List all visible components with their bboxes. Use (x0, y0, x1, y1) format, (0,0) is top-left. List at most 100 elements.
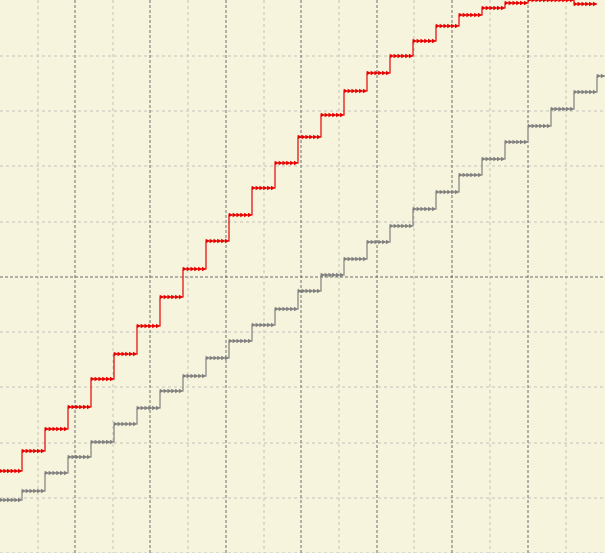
series-2-point (474, 172, 479, 178)
series-2-point (270, 322, 276, 328)
series-1-point (232, 212, 237, 218)
series-layer (0, 0, 605, 503)
series-2-point (543, 123, 548, 129)
series-1-point (320, 112, 326, 118)
series-2-point (328, 272, 333, 278)
series-2-point (516, 139, 521, 145)
series-1-point (546, 0, 552, 3)
series-2-point (401, 223, 406, 229)
series-2-point (435, 189, 441, 195)
series-1-point (569, 0, 575, 3)
series-2-point (40, 488, 46, 494)
series-2-point (102, 439, 107, 445)
series-1-point (10, 468, 15, 474)
series-1-point (374, 70, 379, 76)
series-2-point (581, 89, 586, 95)
series-2-point (293, 306, 299, 312)
series-1-point (224, 238, 230, 244)
series-1-point (293, 160, 299, 166)
series-2-point (221, 355, 226, 361)
series-2-point (232, 338, 237, 344)
series-1-point (359, 88, 364, 94)
series-1-point (75, 404, 80, 410)
series-1-point (481, 5, 487, 11)
series-2-point (75, 454, 80, 460)
series-1-point (33, 448, 38, 454)
series-1-point (339, 112, 345, 118)
series-1-point (497, 5, 502, 11)
series-1-point (37, 448, 42, 454)
series-2-point (527, 123, 533, 129)
series-2-point (136, 405, 142, 411)
series-1-point (247, 212, 253, 218)
series-1-point (18, 468, 23, 474)
series-2-point (274, 306, 280, 312)
series-1-point (435, 23, 441, 29)
series-1-point (129, 351, 134, 357)
series-1-point (332, 112, 337, 118)
series-1-point (589, 1, 594, 7)
series-2-point (412, 206, 418, 212)
series-2-point (163, 388, 168, 394)
series-2-point (405, 223, 410, 229)
series-1-point (316, 134, 322, 140)
series-2-point (362, 256, 368, 262)
series-2-point (382, 239, 387, 245)
series-2-point (52, 470, 57, 476)
series-1-point (171, 294, 176, 300)
series-1-point (113, 351, 119, 357)
series-2-point (313, 288, 318, 294)
series-1-point (178, 294, 184, 300)
series-1-point (244, 212, 249, 218)
series-2-point (14, 497, 19, 503)
series-2-point (18, 497, 23, 503)
series-2-point (224, 355, 230, 361)
series-1-point (585, 1, 590, 7)
series-2-point (454, 189, 460, 195)
series-1-point (439, 23, 444, 29)
series-1-point (117, 351, 122, 357)
series-1-point (240, 212, 245, 218)
series-2-point (592, 89, 598, 95)
series-2-point (600, 73, 605, 79)
series-1-point (405, 53, 410, 59)
series-2-point (489, 156, 494, 162)
series-1-point (48, 426, 53, 432)
series-1-point (412, 38, 418, 44)
series-1-point (362, 88, 368, 94)
series-2-point (83, 454, 88, 460)
series-2-point (366, 239, 372, 245)
series-2-point (397, 223, 402, 229)
series-1-point (67, 404, 73, 410)
series-1-point (109, 376, 115, 382)
series-2-point (351, 256, 356, 262)
series-1-point (543, 0, 548, 3)
series-1-point (94, 376, 99, 382)
series-2-point (198, 373, 203, 379)
series-2-point (282, 306, 287, 312)
series-2-point (217, 355, 222, 361)
series-2-point (267, 322, 272, 328)
series-2-point (439, 189, 444, 195)
series-1-point (186, 266, 191, 272)
series-2-point (558, 106, 563, 112)
series-2-point (152, 405, 157, 411)
series-2-point (21, 488, 27, 494)
series-2-point (132, 421, 138, 427)
series-2-point (301, 288, 306, 294)
series-2-point (98, 439, 103, 445)
series-2-point (539, 123, 544, 129)
series-2-point (385, 239, 391, 245)
series-1-point (102, 376, 107, 382)
series-2-point (520, 139, 525, 145)
series-2-point (106, 439, 111, 445)
series-2-point (355, 256, 360, 262)
series-1-point (577, 1, 582, 7)
series-1-point (516, 0, 521, 6)
series-2-point (324, 272, 329, 278)
series-1-point (286, 160, 291, 166)
series-1-point (504, 0, 510, 6)
series-1-point (263, 185, 268, 191)
series-2-point (596, 73, 602, 79)
series-2-point (244, 338, 249, 344)
